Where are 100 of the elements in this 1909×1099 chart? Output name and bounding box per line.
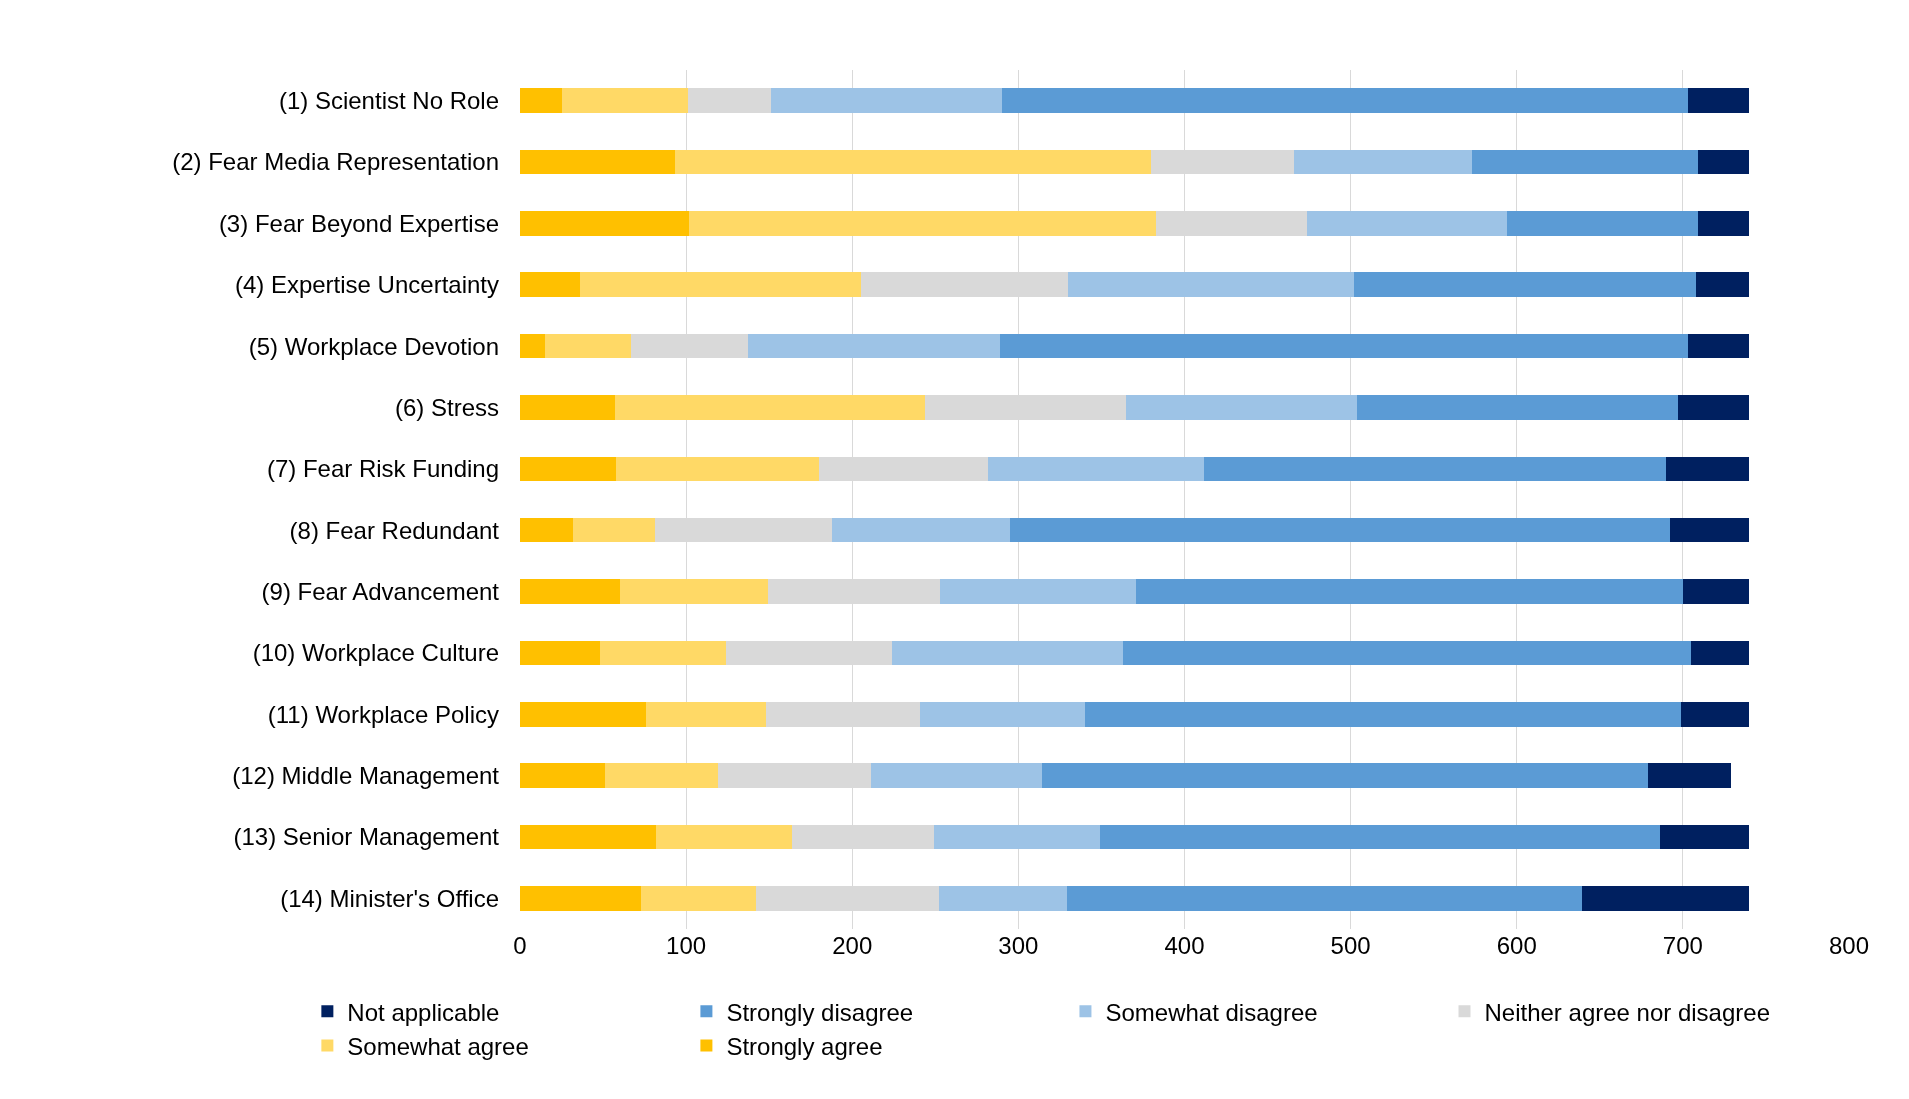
y-tick-label: (12) Middle Management: [232, 762, 500, 790]
bar: [641, 886, 756, 911]
bar: [520, 763, 605, 788]
bar: [1581, 886, 1750, 911]
bar: [1066, 886, 1582, 911]
bar: [520, 886, 642, 911]
bar: [520, 824, 657, 850]
bar: [1000, 333, 1688, 359]
bar: [520, 701, 647, 727]
bar: [1001, 88, 1688, 113]
bar: [1669, 517, 1750, 543]
y-tick-label: (6) Stress: [394, 393, 499, 421]
y-tick-label: (8) Fear Redundant: [289, 516, 500, 544]
y-tick-label: (7) Fear Risk Funding: [266, 455, 499, 483]
bar: [832, 517, 1011, 543]
bar: [1681, 701, 1750, 727]
bar: [520, 88, 562, 113]
bar: [1307, 211, 1507, 236]
bar: [1682, 579, 1750, 604]
bar: [1294, 149, 1472, 175]
bar: [674, 149, 1152, 175]
bar: [1084, 701, 1682, 727]
y-tick-label: (5) Workplace Devotion: [248, 332, 499, 360]
bar: [604, 763, 718, 788]
bar: [1691, 640, 1750, 666]
bar: [520, 333, 545, 359]
bar: [1666, 456, 1750, 482]
legend-label: Somewhat disagree: [1105, 998, 1318, 1026]
bar: [1099, 824, 1660, 850]
bar: [614, 395, 926, 420]
y-tick-label: (9) Fear Advancement: [261, 577, 500, 605]
bar: [1647, 763, 1732, 788]
y-tick-label: (3) Fear Beyond Expertise: [218, 209, 499, 237]
bar: [544, 333, 632, 359]
x-tick-label: 400: [1164, 932, 1205, 959]
y-tick-label: (1) Scientist No Role: [278, 87, 499, 115]
y-tick-label: (14) Minister's Office: [280, 884, 499, 912]
bar: [520, 456, 617, 482]
y-tick-label: (4) Expertise Uncertainty: [234, 271, 499, 299]
bar: [1697, 211, 1750, 236]
x-tick-label: 500: [1330, 932, 1371, 959]
y-tick-label: (2) Fear Media Representation: [172, 148, 499, 176]
bar: [1696, 272, 1750, 298]
bar: [646, 701, 766, 727]
bar: [520, 395, 615, 420]
bar: [1471, 149, 1698, 175]
bar: [1687, 333, 1750, 359]
bar: [1697, 149, 1750, 175]
legend-label: Neither agree nor disagree: [1484, 998, 1771, 1026]
bar: [689, 211, 1157, 236]
bar: [1677, 395, 1750, 420]
bar: [520, 517, 574, 543]
bar: [1687, 88, 1750, 113]
x-tick-label: 800: [1828, 932, 1870, 959]
y-tick-label: (13) Senior Management: [233, 823, 500, 851]
bar: [656, 824, 793, 850]
legend-label: Strongly disagree: [726, 998, 914, 1026]
bar: [619, 579, 768, 604]
bar: [938, 886, 1067, 911]
bar: [870, 763, 1042, 788]
bar: [1010, 517, 1670, 543]
x-tick-label: 100: [666, 932, 707, 959]
bar: [770, 88, 1002, 113]
bar: [520, 272, 580, 298]
y-tick-label: (10) Workplace Culture: [252, 639, 499, 667]
bar: [520, 149, 675, 175]
bar: [940, 579, 1137, 604]
legend-label: Somewhat agree: [347, 1032, 529, 1060]
bar: [579, 272, 861, 298]
bar: [561, 88, 688, 113]
bar: [1126, 395, 1358, 420]
bar: [520, 579, 620, 604]
bar: [933, 824, 1100, 850]
bar: [616, 456, 820, 482]
legend-label: Not applicable: [347, 998, 500, 1026]
x-tick-label: 0: [513, 932, 527, 959]
bar: [1353, 272, 1697, 298]
bar: [1136, 579, 1683, 604]
bar: [1041, 763, 1648, 788]
bar: [1123, 640, 1692, 666]
bar: [1506, 211, 1698, 236]
bar: [687, 88, 771, 113]
y-tick-label: (11) Workplace Policy: [267, 700, 499, 728]
legend-label: Strongly agree: [726, 1032, 883, 1060]
x-tick-label: 600: [1496, 932, 1537, 959]
bar: [1659, 824, 1750, 850]
bar: [1357, 395, 1678, 420]
bar: [747, 333, 1001, 359]
x-tick-label: 300: [998, 932, 1039, 959]
x-tick-label: 700: [1662, 932, 1703, 959]
bar: [1068, 272, 1354, 298]
bar: [573, 517, 655, 543]
bar: [892, 640, 1124, 666]
bar: [1204, 456, 1667, 482]
x-tick-label: 200: [832, 932, 873, 959]
bar: [520, 640, 600, 666]
bar: [520, 211, 690, 236]
bar: [920, 701, 1085, 727]
bar: [599, 640, 726, 666]
bar: [988, 456, 1205, 482]
